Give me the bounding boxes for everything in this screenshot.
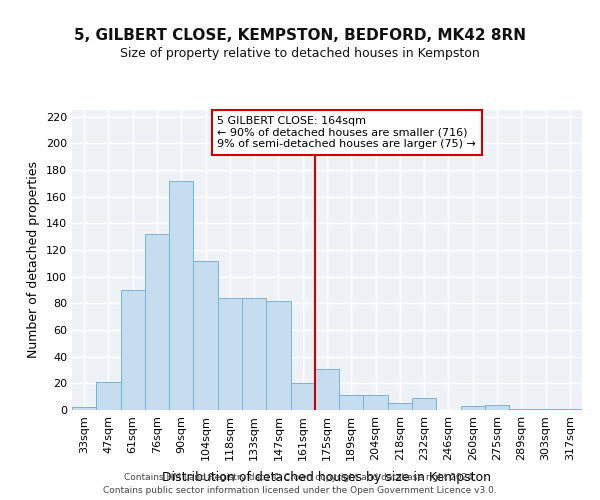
Bar [412,398,436,410]
Bar [169,180,193,410]
Text: 5 GILBERT CLOSE: 164sqm
← 90% of detached houses are smaller (716)
9% of semi-de: 5 GILBERT CLOSE: 164sqm ← 90% of detache… [217,116,476,149]
Bar [558,408,582,410]
Bar [242,298,266,410]
Text: Size of property relative to detached houses in Kempston: Size of property relative to detached ho… [120,48,480,60]
Bar [461,406,485,410]
Bar [509,408,533,410]
Text: 5, GILBERT CLOSE, KEMPSTON, BEDFORD, MK42 8RN: 5, GILBERT CLOSE, KEMPSTON, BEDFORD, MK4… [74,28,526,42]
Bar [315,368,339,410]
Bar [266,300,290,410]
Bar [485,404,509,410]
Bar [96,382,121,410]
Bar [339,396,364,410]
Bar [290,384,315,410]
Bar [193,260,218,410]
Text: Contains HM Land Registry data © Crown copyright and database right 2024.: Contains HM Land Registry data © Crown c… [124,474,476,482]
Bar [72,408,96,410]
Bar [121,290,145,410]
Bar [533,408,558,410]
Bar [388,404,412,410]
Bar [145,234,169,410]
Bar [218,298,242,410]
X-axis label: Distribution of detached houses by size in Kempston: Distribution of detached houses by size … [163,471,491,484]
Bar [364,396,388,410]
Y-axis label: Number of detached properties: Number of detached properties [28,162,40,358]
Text: Contains public sector information licensed under the Open Government Licence v3: Contains public sector information licen… [103,486,497,495]
